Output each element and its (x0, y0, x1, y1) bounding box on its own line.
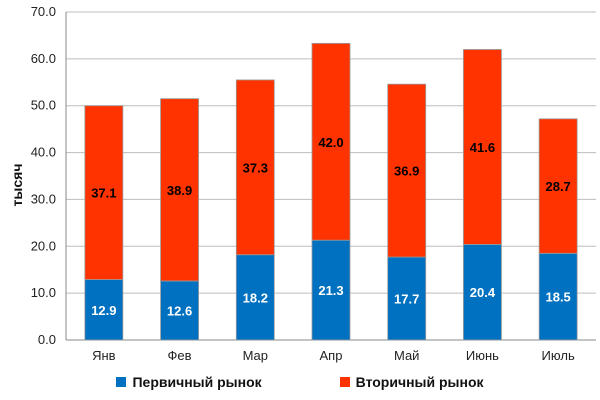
bar-segment (387, 83, 427, 258)
bar-segment (538, 252, 578, 341)
data-label: 18.5 (545, 290, 570, 305)
y-axis-label: тысяч (9, 164, 25, 207)
data-label: 38.9 (167, 183, 192, 198)
y-tick-label: 40.0 (31, 145, 56, 160)
y-tick-label: 60.0 (31, 51, 56, 66)
data-label: 36.9 (394, 164, 419, 179)
y-tick-label: 70.0 (31, 4, 56, 19)
x-tick-label: Апр (320, 348, 343, 363)
bar-segment (387, 256, 427, 341)
x-tick-label: Мар (243, 348, 268, 363)
data-label: 12.9 (91, 303, 116, 318)
legend-item-primary: Первичный рынок (116, 372, 262, 392)
bar-segment (235, 79, 275, 256)
data-label: 37.3 (243, 160, 268, 175)
data-label: 21.3 (318, 283, 343, 298)
y-axis-ticks: 0.0 10.0 20.0 30.0 40.0 50.0 60.0 70.0 (31, 4, 56, 347)
bar-segment (84, 279, 124, 341)
legend: Первичный рынок Вторичный рынок (0, 372, 600, 392)
legend-label-secondary: Вторичный рынок (355, 374, 484, 390)
data-label: 37.1 (91, 186, 116, 201)
data-label: 42.0 (318, 135, 343, 150)
y-tick-label: 50.0 (31, 98, 56, 113)
legend-swatch-primary (116, 377, 127, 387)
legend-label-primary: Первичный рынок (132, 374, 262, 390)
data-label: 20.4 (470, 285, 496, 300)
data-label: 18.2 (243, 290, 268, 305)
data-label: 28.7 (545, 179, 570, 194)
y-tick-label: 20.0 (31, 238, 56, 253)
data-label: 12.6 (167, 303, 192, 318)
x-tick-label: Янв (92, 348, 116, 363)
legend-item-secondary: Вторичный рынок (339, 372, 484, 392)
bar-segment (538, 118, 578, 254)
x-tick-label: Май (394, 348, 419, 363)
bar-segment (311, 42, 351, 241)
bar-segment (160, 98, 199, 282)
bar-segment (463, 49, 502, 245)
x-tick-label: Фев (168, 348, 192, 363)
x-tick-label: Июнь (466, 348, 499, 363)
y-tick-label: 30.0 (31, 191, 56, 206)
legend-swatch-secondary (339, 377, 350, 387)
bars: 12.9 37.1 12.6 38.9 18.2 37.3 21.3 42.0 17.7 36.9… (84, 42, 578, 341)
bar-segment (235, 254, 275, 341)
y-tick-label: 10.0 (31, 285, 56, 300)
data-label: 17.7 (394, 292, 419, 307)
y-tick-label: 0.0 (38, 332, 56, 347)
data-label: 41.6 (470, 140, 495, 155)
x-axis-ticks: Янв Фев Мар Апр Май Июнь Июль (92, 348, 575, 363)
bar-segment (84, 105, 124, 280)
x-tick-label: Июль (542, 348, 575, 363)
